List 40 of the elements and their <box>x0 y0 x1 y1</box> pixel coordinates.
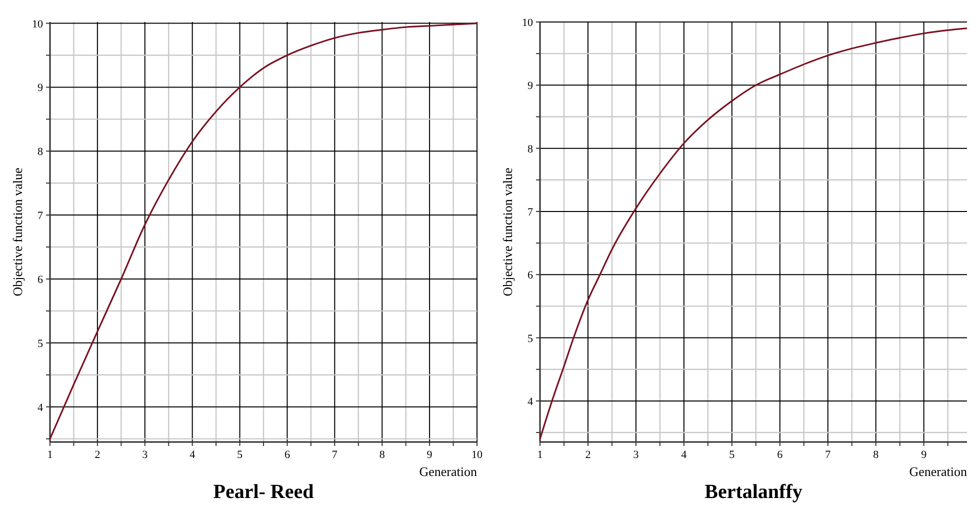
text: Bertalanffy <box>704 481 802 503</box>
y-tick-label: 6 <box>38 274 44 286</box>
x-tick-label: 4 <box>681 449 688 461</box>
y-tick-label: 9 <box>528 80 534 92</box>
x-tick-label: 5 <box>237 449 244 461</box>
y-axis-title: Objective function value <box>10 168 25 296</box>
y-tick-label: 7 <box>528 206 534 218</box>
y-tick-label: 10 <box>32 18 44 30</box>
y-tick-label: 5 <box>38 338 44 350</box>
y-tick-label: 6 <box>528 270 534 282</box>
x-tick-label: 4 <box>190 449 196 461</box>
x-tick-label: 8 <box>379 449 386 461</box>
y-tick-label: 8 <box>38 146 44 158</box>
x-tick-label: 7 <box>332 449 338 461</box>
y-tick-label: 5 <box>528 332 534 345</box>
x-tick-label: 3 <box>633 449 640 461</box>
x-tick-label: 1 <box>537 449 543 461</box>
x-tick-label: 6 <box>284 449 290 461</box>
x-tick-label: 1 <box>47 449 53 461</box>
x-tick-label: 9 <box>426 449 433 461</box>
x-tick-label: 8 <box>873 449 880 461</box>
y-tick-label: 10 <box>522 17 534 29</box>
x-axis-title: Generation <box>419 464 478 479</box>
y-tick-label: 4 <box>528 396 534 408</box>
text: Pearl- Reed <box>213 481 314 503</box>
y-axis-title: Objective function value <box>500 168 515 296</box>
y-tick-label: 8 <box>528 143 534 156</box>
line-series <box>539 28 968 440</box>
x-axis-title: Generation <box>909 464 968 479</box>
x-tick-label: 10 <box>472 449 483 461</box>
x-tick-label: 2 <box>585 449 591 461</box>
x-tick-label: 7 <box>825 449 832 461</box>
y-tick-label: 7 <box>38 210 44 222</box>
x-tick-label: 5 <box>729 449 736 461</box>
y-tick-label: 9 <box>38 82 44 94</box>
x-tick-label: 2 <box>94 449 100 461</box>
x-tick-label: 6 <box>777 449 784 461</box>
x-tick-label: 9 <box>921 449 928 461</box>
y-tick-label: 4 <box>38 402 44 414</box>
x-tick-label: 3 <box>142 449 148 461</box>
